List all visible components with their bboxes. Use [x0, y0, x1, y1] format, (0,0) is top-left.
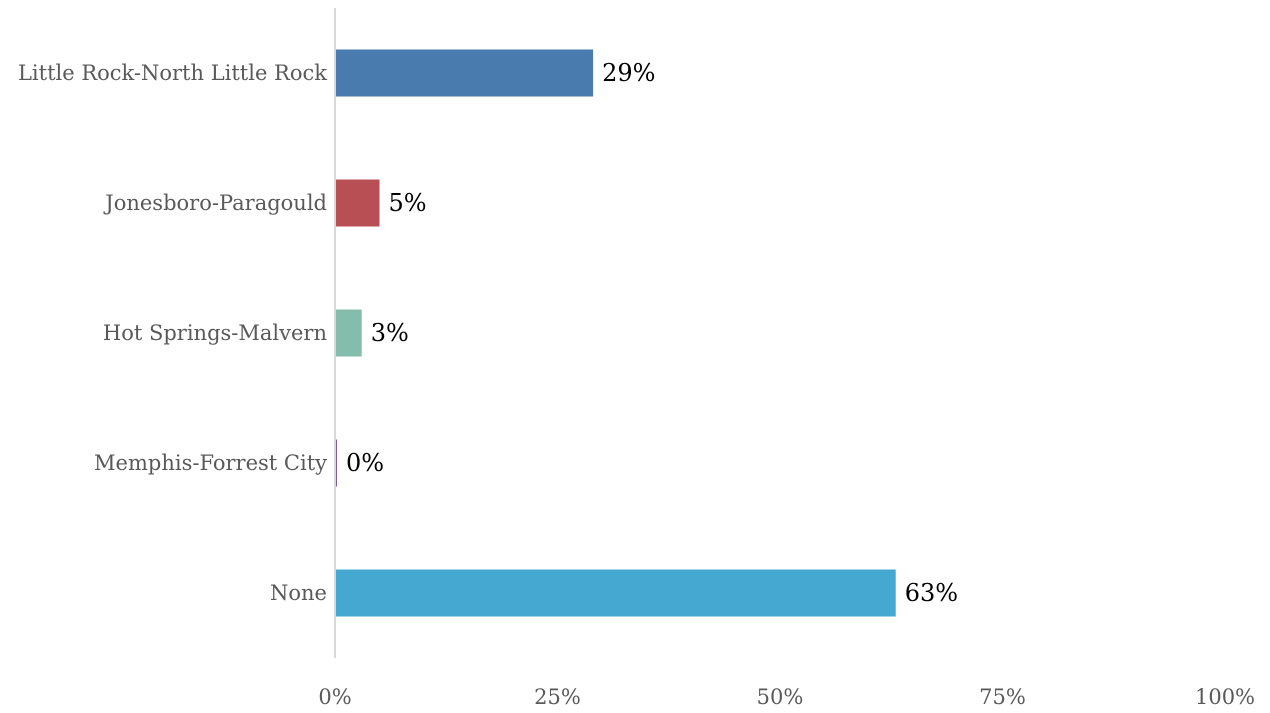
- data-label-hot-springs-malvern: 3%: [371, 319, 409, 347]
- x-tick-label-100: 100%: [1195, 685, 1255, 709]
- category-label-little-rock-north-little-rock: Little Rock-North Little Rock: [18, 61, 327, 85]
- x-tick-label-25: 25%: [534, 685, 581, 709]
- bar-hot-springs-malvern: [335, 309, 362, 357]
- category-label-jonesboro-paragould: Jonesboro-Paragould: [103, 191, 327, 215]
- data-label-little-rock-north-little-rock: 29%: [602, 59, 655, 87]
- bars-layer: [335, 49, 896, 617]
- data-label-jonesboro-paragould: 5%: [389, 189, 427, 217]
- data-label-none: 63%: [905, 579, 958, 607]
- labels-layer: Little Rock-North Little Rock 29% Jonesbor…: [18, 59, 958, 607]
- x-tick-labels: 0% 25% 50% 75% 100%: [318, 685, 1255, 709]
- x-tick-label-0: 0%: [318, 685, 351, 709]
- category-label-memphis-forrest-city: Memphis-Forrest City: [94, 451, 327, 475]
- bar-little-rock-north-little-rock: [335, 49, 594, 97]
- bar-jonesboro-paragould: [335, 179, 380, 227]
- x-tick-label-50: 50%: [757, 685, 804, 709]
- category-label-hot-springs-malvern: Hot Springs-Malvern: [103, 321, 327, 345]
- x-tick-label-75: 75%: [979, 685, 1026, 709]
- bar-none: [335, 569, 896, 617]
- data-label-memphis-forrest-city: 0%: [346, 449, 384, 477]
- category-label-none: None: [270, 581, 327, 605]
